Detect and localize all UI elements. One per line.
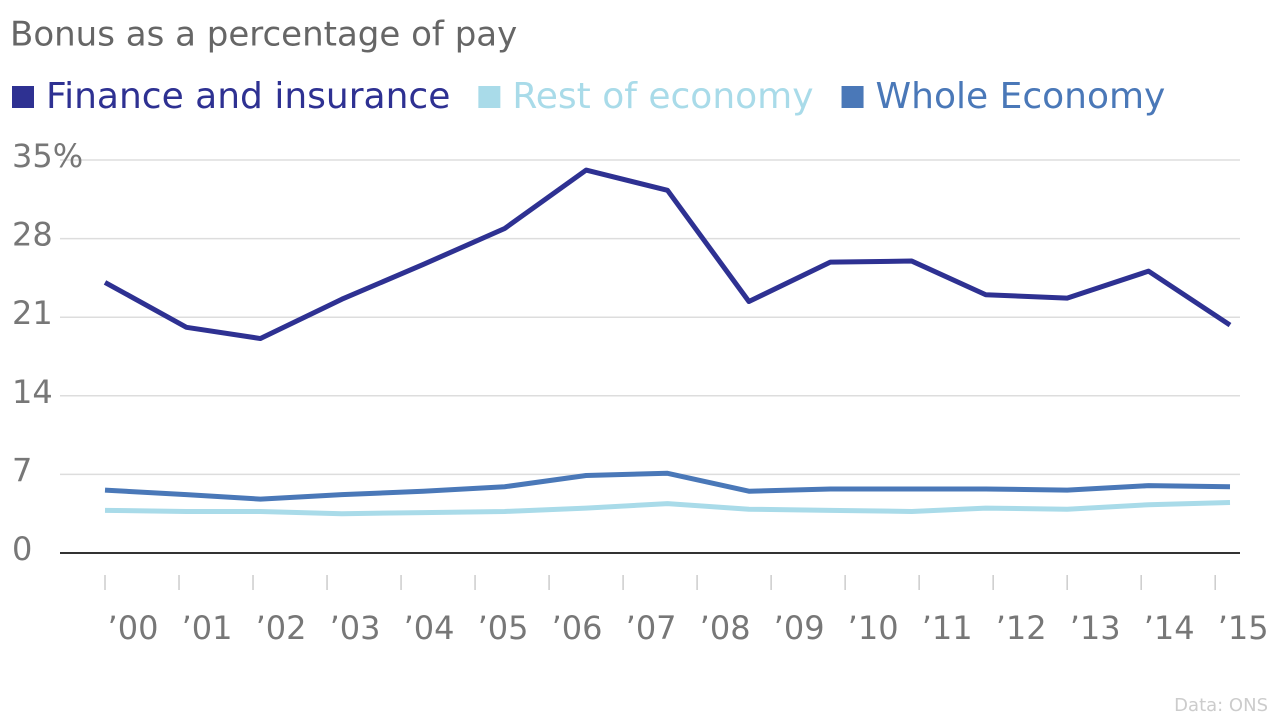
y-tick-label: 0 xyxy=(12,530,32,568)
x-tick-label: ’15 xyxy=(1218,609,1269,647)
legend-label: Whole Economy xyxy=(876,76,1166,117)
x-tick-label: ’01 xyxy=(182,609,233,647)
y-tick-label: 21 xyxy=(12,294,53,332)
chart-title: Bonus as a percentage of pay xyxy=(10,15,517,55)
x-tick-label: ’07 xyxy=(626,609,677,647)
y-tick-label: 28 xyxy=(12,216,53,254)
legend-label: Finance and insurance xyxy=(46,76,450,117)
x-tick-label: ’14 xyxy=(1144,609,1195,647)
y-tick-label: 35% xyxy=(12,137,83,175)
x-tick-label: ’08 xyxy=(700,609,751,647)
y-tick-label: 7 xyxy=(12,451,32,489)
x-tick-label: ’06 xyxy=(552,609,603,647)
legend-swatch xyxy=(841,86,864,108)
x-tick-label: ’02 xyxy=(256,609,307,647)
legend-label: Rest of economy xyxy=(512,76,813,117)
legend-swatch xyxy=(478,86,501,108)
series-line xyxy=(104,499,1231,517)
x-tick-label: ’10 xyxy=(848,609,899,647)
series-line xyxy=(104,470,1231,502)
x-tick-label: ’12 xyxy=(996,609,1047,647)
x-tick-label: ’05 xyxy=(478,609,529,647)
legend-swatch xyxy=(12,86,34,108)
x-tick-label: ’00 xyxy=(108,609,159,647)
series-line xyxy=(103,167,1232,342)
source: Data: ONS xyxy=(1174,695,1268,716)
x-tick-label: ’03 xyxy=(330,609,381,647)
x-tick-label: ’11 xyxy=(922,609,973,647)
y-tick-label: 14 xyxy=(12,373,53,411)
x-tick-label: ’09 xyxy=(774,609,825,647)
x-tick-label: ’13 xyxy=(1070,609,1121,647)
x-tick-label: ’04 xyxy=(404,609,455,647)
